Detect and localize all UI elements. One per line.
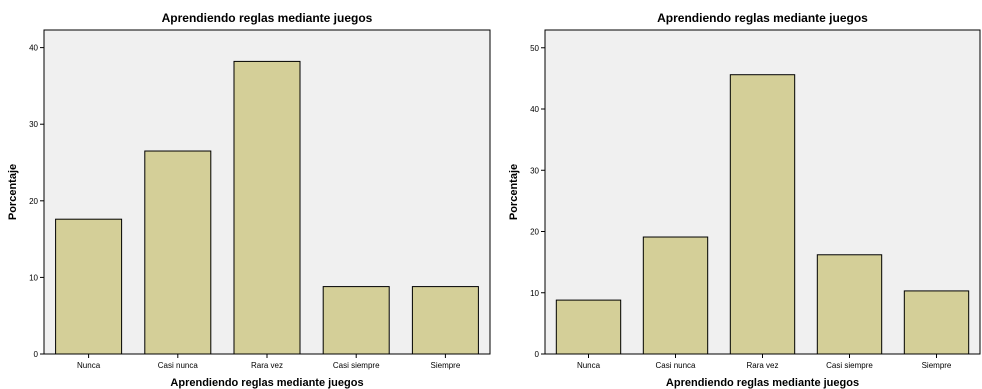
chart-right-bar-rara-vez [729, 74, 796, 355]
chart-right-x-tick-label: Siempre [922, 361, 952, 370]
chart-left-bar-casi-nunca [144, 150, 212, 355]
chart-right-x-tick-label: Rara vez [746, 361, 778, 370]
chart-left-x-axis-title: Aprendiendo reglas mediante juegos [170, 377, 363, 389]
chart-right-y-axis-title: Porcentaje [508, 164, 520, 220]
chart-right-title: Aprendiendo reglas mediante juegos [657, 11, 868, 25]
chart-right-y-tick-label: 40 [530, 105, 539, 114]
chart-right-y-tick-label: 0 [535, 350, 540, 359]
chart-left-y-axis-title: Porcentaje [7, 164, 19, 220]
chart-left-y-tick-label: 20 [29, 197, 38, 206]
chart-left-title: Aprendiendo reglas mediante juegos [162, 11, 373, 25]
chart-right-x-tick-label: Casi siempre [826, 361, 873, 370]
chart-right-y-tick-label: 20 [530, 228, 539, 237]
chart-right-bar-casi-nunca [642, 236, 709, 355]
chart-left-bar-nunca [55, 218, 123, 355]
chart-right-y-tick-label: 10 [530, 289, 539, 298]
chart-left-y-tick-label: 30 [29, 120, 38, 129]
chart-left-x-tick-label: Nunca [77, 361, 101, 370]
chart-right-bar-nunca [555, 299, 622, 355]
chart-left-x-tick-label: Casi siempre [333, 361, 380, 370]
chart-left-x-tick-label: Casi nunca [158, 361, 199, 370]
chart-left-x-tick-label: Rara vez [251, 361, 283, 370]
chart-right-y-tick-label: 30 [530, 166, 539, 175]
chart-right-group: Aprendiendo reglas mediante juegos Porce… [508, 11, 981, 389]
chart-right-x-tick-label: Nunca [577, 361, 601, 370]
chart-left-x-tick-label: Siempre [431, 361, 461, 370]
chart-left-bar-rara-vez [233, 60, 301, 355]
chart-right-y-tick-label: 50 [530, 44, 539, 53]
chart-left-group: Aprendiendo reglas mediante juegos Porce… [7, 11, 491, 389]
chart-left-bar-siempre [411, 286, 479, 355]
chart-right-bar-siempre [903, 290, 970, 355]
chart-right-bar-casi-siempre [816, 254, 883, 355]
chart-right-x-tick-label: Casi nunca [655, 361, 696, 370]
chart-left-bar-casi-siempre [322, 286, 390, 355]
chart-left-y-tick-label: 40 [29, 44, 38, 53]
chart-right-x-axis-title: Aprendiendo reglas mediante juegos [666, 377, 859, 389]
chart-left-y-tick-label: 0 [34, 350, 39, 359]
chart-left-y-tick-label: 10 [29, 273, 38, 282]
